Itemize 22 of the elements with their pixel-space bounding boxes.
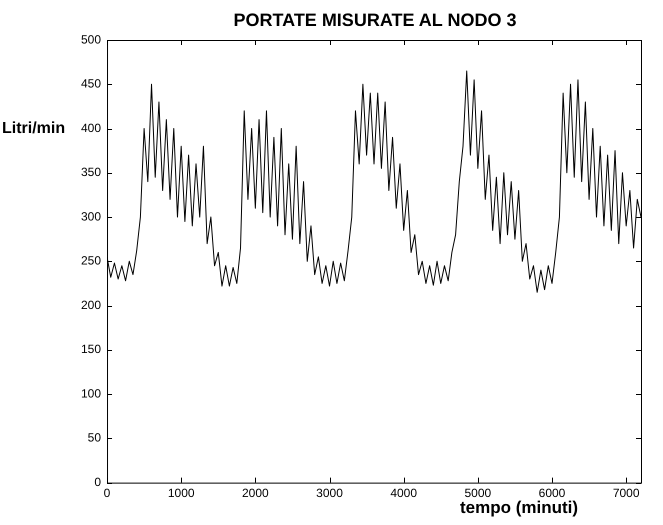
x-tick-label: 3000 xyxy=(316,486,344,500)
x-tick-label: 2000 xyxy=(242,486,270,500)
y-tick-label: 450 xyxy=(80,76,102,91)
x-tick-label: 6000 xyxy=(538,486,566,500)
y-tick-label: 400 xyxy=(80,120,102,135)
x-tick-label: 7000 xyxy=(612,486,640,500)
y-tick-label: 50 xyxy=(88,430,102,445)
x-tick-label: 1000 xyxy=(168,486,195,500)
y-axis-title: Litri/min xyxy=(2,120,66,138)
y-tick-label: 250 xyxy=(80,254,102,268)
y-tick-label: 200 xyxy=(80,298,102,312)
x-tick-label: 4000 xyxy=(390,486,418,500)
y-tick-label: 500 xyxy=(80,32,102,46)
x-tick-label: 5000 xyxy=(464,486,492,500)
y-tick-label: 350 xyxy=(80,165,102,180)
y-tick-label: 300 xyxy=(80,209,102,224)
x-tick-label: 0 xyxy=(104,486,111,500)
y-tick-label: 100 xyxy=(80,386,102,400)
x-axis-title: tempo (minuti) xyxy=(460,498,578,518)
y-tick-label: 0 xyxy=(94,474,102,489)
chart-title: PORTATE MISURATE AL NODO 3 xyxy=(232,10,518,31)
y-tick-label: 150 xyxy=(80,342,102,356)
